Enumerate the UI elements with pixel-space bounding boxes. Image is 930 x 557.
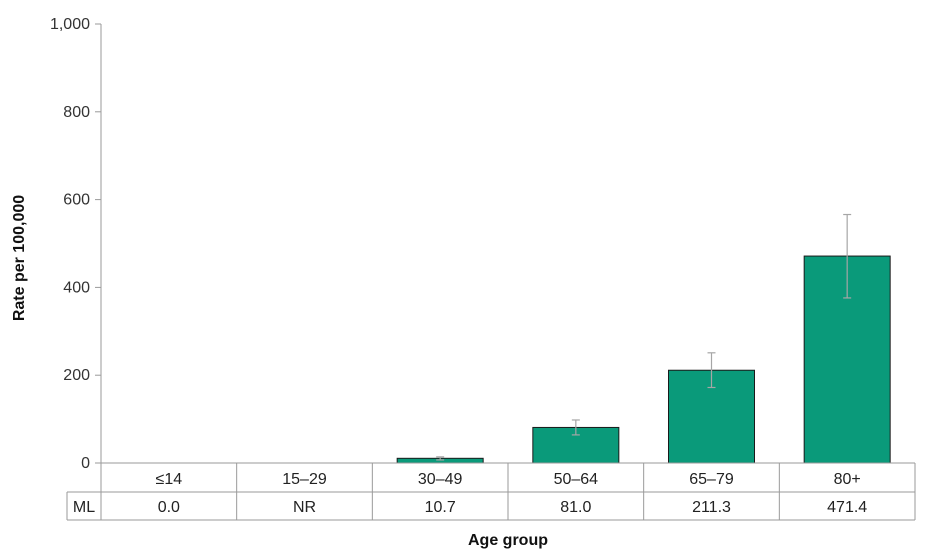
data-label: 81.0 bbox=[560, 499, 591, 516]
plot-area: 0 200 400 600 800 1,000 ≤14 15–29 30–49 50–64 65–7… bbox=[50, 16, 916, 521]
y-tick-label: 400 bbox=[63, 279, 90, 296]
y-tick-label: 200 bbox=[63, 367, 90, 384]
data-label: 211.3 bbox=[692, 499, 731, 516]
y-tick-label: 600 bbox=[63, 192, 90, 209]
data-label: 0.0 bbox=[158, 499, 180, 516]
data-label: NR bbox=[293, 499, 316, 516]
x-tick-label: 50–64 bbox=[554, 471, 599, 488]
y-tick-label: 0 bbox=[81, 455, 90, 472]
y-tick-label: 1,000 bbox=[50, 16, 90, 33]
x-tick-label: ≤14 bbox=[156, 471, 183, 488]
data-label: 10.7 bbox=[425, 499, 456, 516]
x-tick-label: 15–29 bbox=[282, 471, 327, 488]
x-tick-label: 30–49 bbox=[418, 471, 463, 488]
y-tick-label: 800 bbox=[63, 104, 90, 121]
data-label: 471.4 bbox=[827, 499, 867, 516]
x-axis-title: Age group bbox=[468, 532, 548, 549]
x-tick-label: 65–79 bbox=[689, 471, 734, 488]
y-axis-title: Rate per 100,000 bbox=[11, 195, 28, 321]
legend-series-label: ML bbox=[73, 499, 95, 516]
x-tick-label: 80+ bbox=[834, 471, 861, 488]
